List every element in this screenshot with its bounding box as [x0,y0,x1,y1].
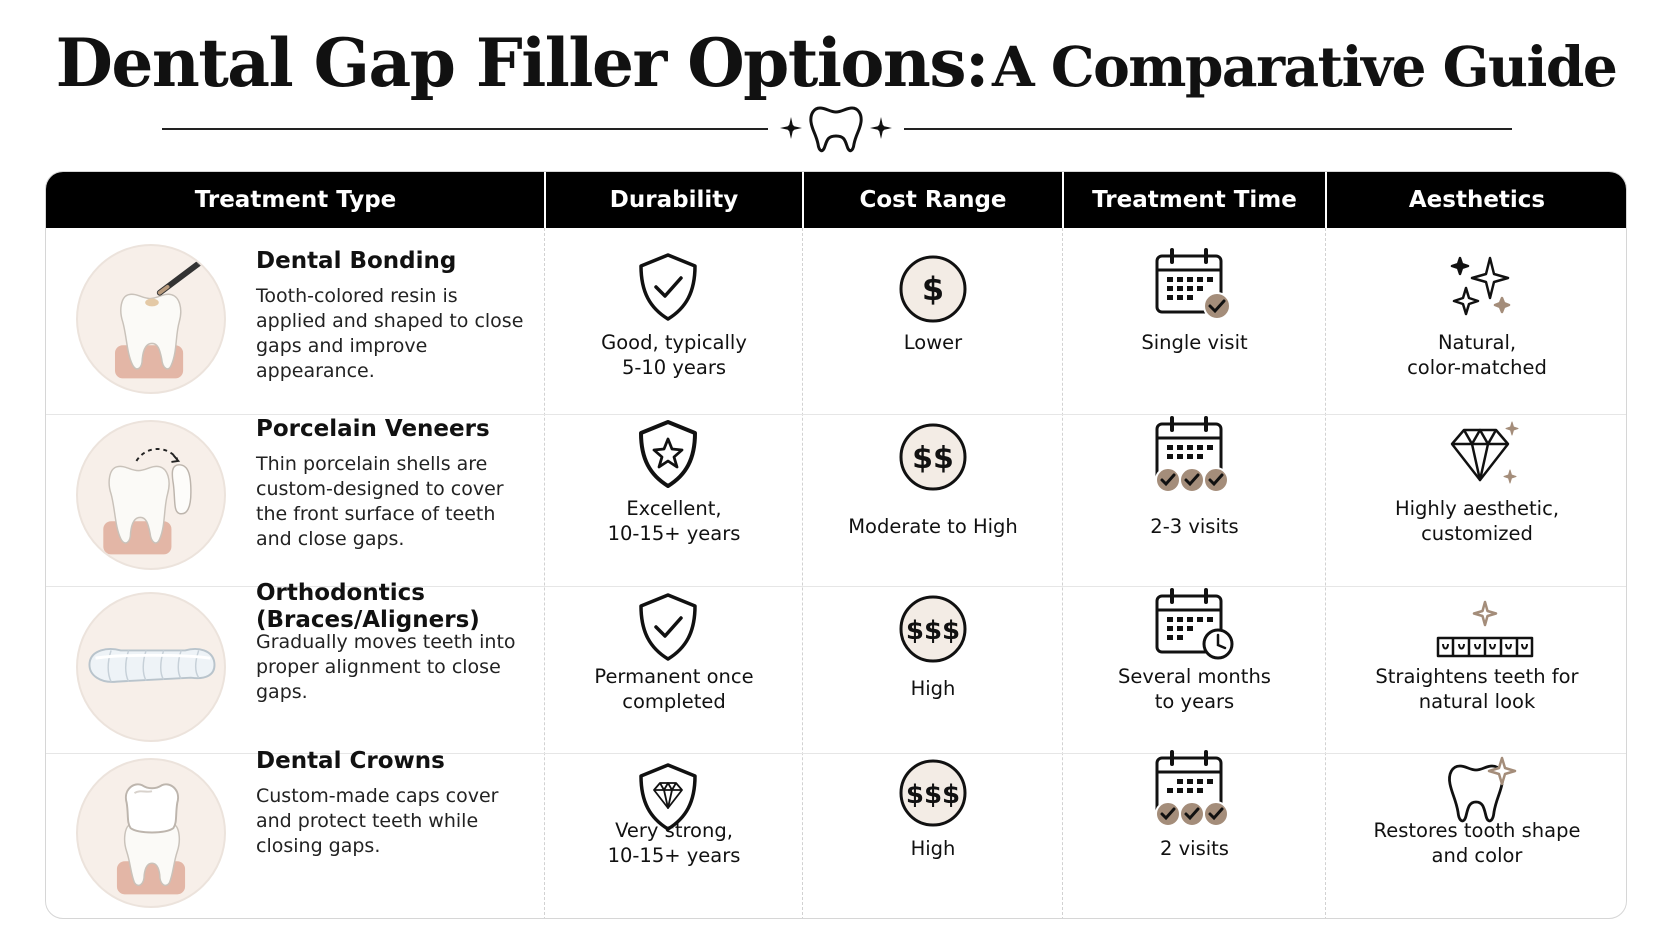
aesthetics-text: Natural, color-matched [1407,331,1547,379]
time-text: 2-3 visits [1150,515,1239,538]
durability-text: Excellent, 10-15+ years [607,497,741,545]
diamond-icon [1446,420,1522,490]
svg-text:$$$: $$$ [906,780,960,810]
aesthetics-text: Highly aesthetic, customized [1394,497,1560,545]
shield-diamond-icon [636,762,700,832]
header-divider [802,172,804,228]
comparison-table: Treatment Type Durability Cost Range Tre… [45,171,1627,919]
svg-text:$$: $$ [912,441,954,476]
aligned-teeth-icon [1434,600,1536,660]
calendar-check-icon [1154,248,1232,322]
durability-text: Good, typically 5-10 years [601,331,747,379]
header-divider [544,172,546,228]
header-durability: Durability [609,187,739,213]
treatment-name: Dental Crowns [256,748,445,774]
header-cost-range: Cost Range [859,187,1007,213]
row-divider [46,586,1626,587]
sparkles-icon [1450,252,1518,320]
column-divider [1325,228,1326,918]
crown-tooth-image [76,758,226,908]
bonding-tooth-image [76,244,226,394]
shield-check-icon [636,252,700,322]
svg-text:$$$: $$$ [906,616,960,646]
header-treatment-time: Treatment Time [1092,187,1297,213]
column-divider [802,228,803,918]
svg-text:$: $ [922,270,944,308]
header-aesthetics: Aesthetics [1408,187,1546,213]
title-divider-left [162,128,768,130]
cost-text: High [910,837,956,860]
calendar-clock-icon [1154,588,1236,662]
cost-text: Lower [903,331,963,354]
treatment-name: Porcelain Veneers [256,416,490,442]
dollar-coin-icon: $ [898,254,968,324]
treatment-name: Orthodontics (Braces/Aligners) [256,580,480,633]
durability-text: Very strong, 10-15+ years [607,819,741,867]
header-divider [1325,172,1327,228]
tooth-sparkle-icon [1444,756,1518,828]
durability-text: Permanent once completed [594,665,754,713]
row-divider [46,753,1626,754]
calendar-multi-check-icon [1154,416,1232,496]
shield-star-icon [636,419,700,489]
column-divider [1062,228,1063,918]
title-sub: A Comparative Guide [992,34,1618,99]
treatment-description: Custom-made caps cover and protect teeth… [256,785,499,857]
time-text: Single visit [1141,331,1248,354]
header-treatment-type: Treatment Type [194,187,397,213]
dollar-coin-icon: $$ [898,422,968,492]
aligner-image [76,592,226,742]
title-divider-right [904,128,1512,130]
header-divider [1062,172,1064,228]
treatment-name: Dental Bonding [256,248,457,274]
time-text: 2 visits [1160,837,1229,860]
aesthetics-text: Restores tooth shape and color [1373,819,1581,867]
cost-text: High [910,677,956,700]
veneer-tooth-image [76,420,226,570]
column-divider [544,228,545,918]
treatment-description: Thin porcelain shells are custom-designe… [256,453,504,550]
dollar-coin-icon: $$$ [898,594,968,664]
page-title: Dental Gap Filler Options: A Comparative… [0,24,1672,102]
row-divider [46,414,1626,415]
shield-check-icon [636,592,700,662]
aesthetics-text: Straightens teeth for natural look [1375,665,1579,713]
treatment-description: Tooth-colored resin is applied and shape… [256,285,524,382]
table-header: Treatment Type Durability Cost Range Tre… [46,172,1626,228]
tooth-ornament-icon [780,98,892,158]
calendar-multi-check-icon [1154,750,1232,830]
cost-text: Moderate to High [848,515,1018,538]
dollar-coin-icon: $$$ [898,758,968,828]
treatment-description: Gradually moves teeth into proper alignm… [256,631,516,703]
time-text: Several months to years [1118,665,1271,713]
title-main: Dental Gap Filler Options: [55,24,990,102]
